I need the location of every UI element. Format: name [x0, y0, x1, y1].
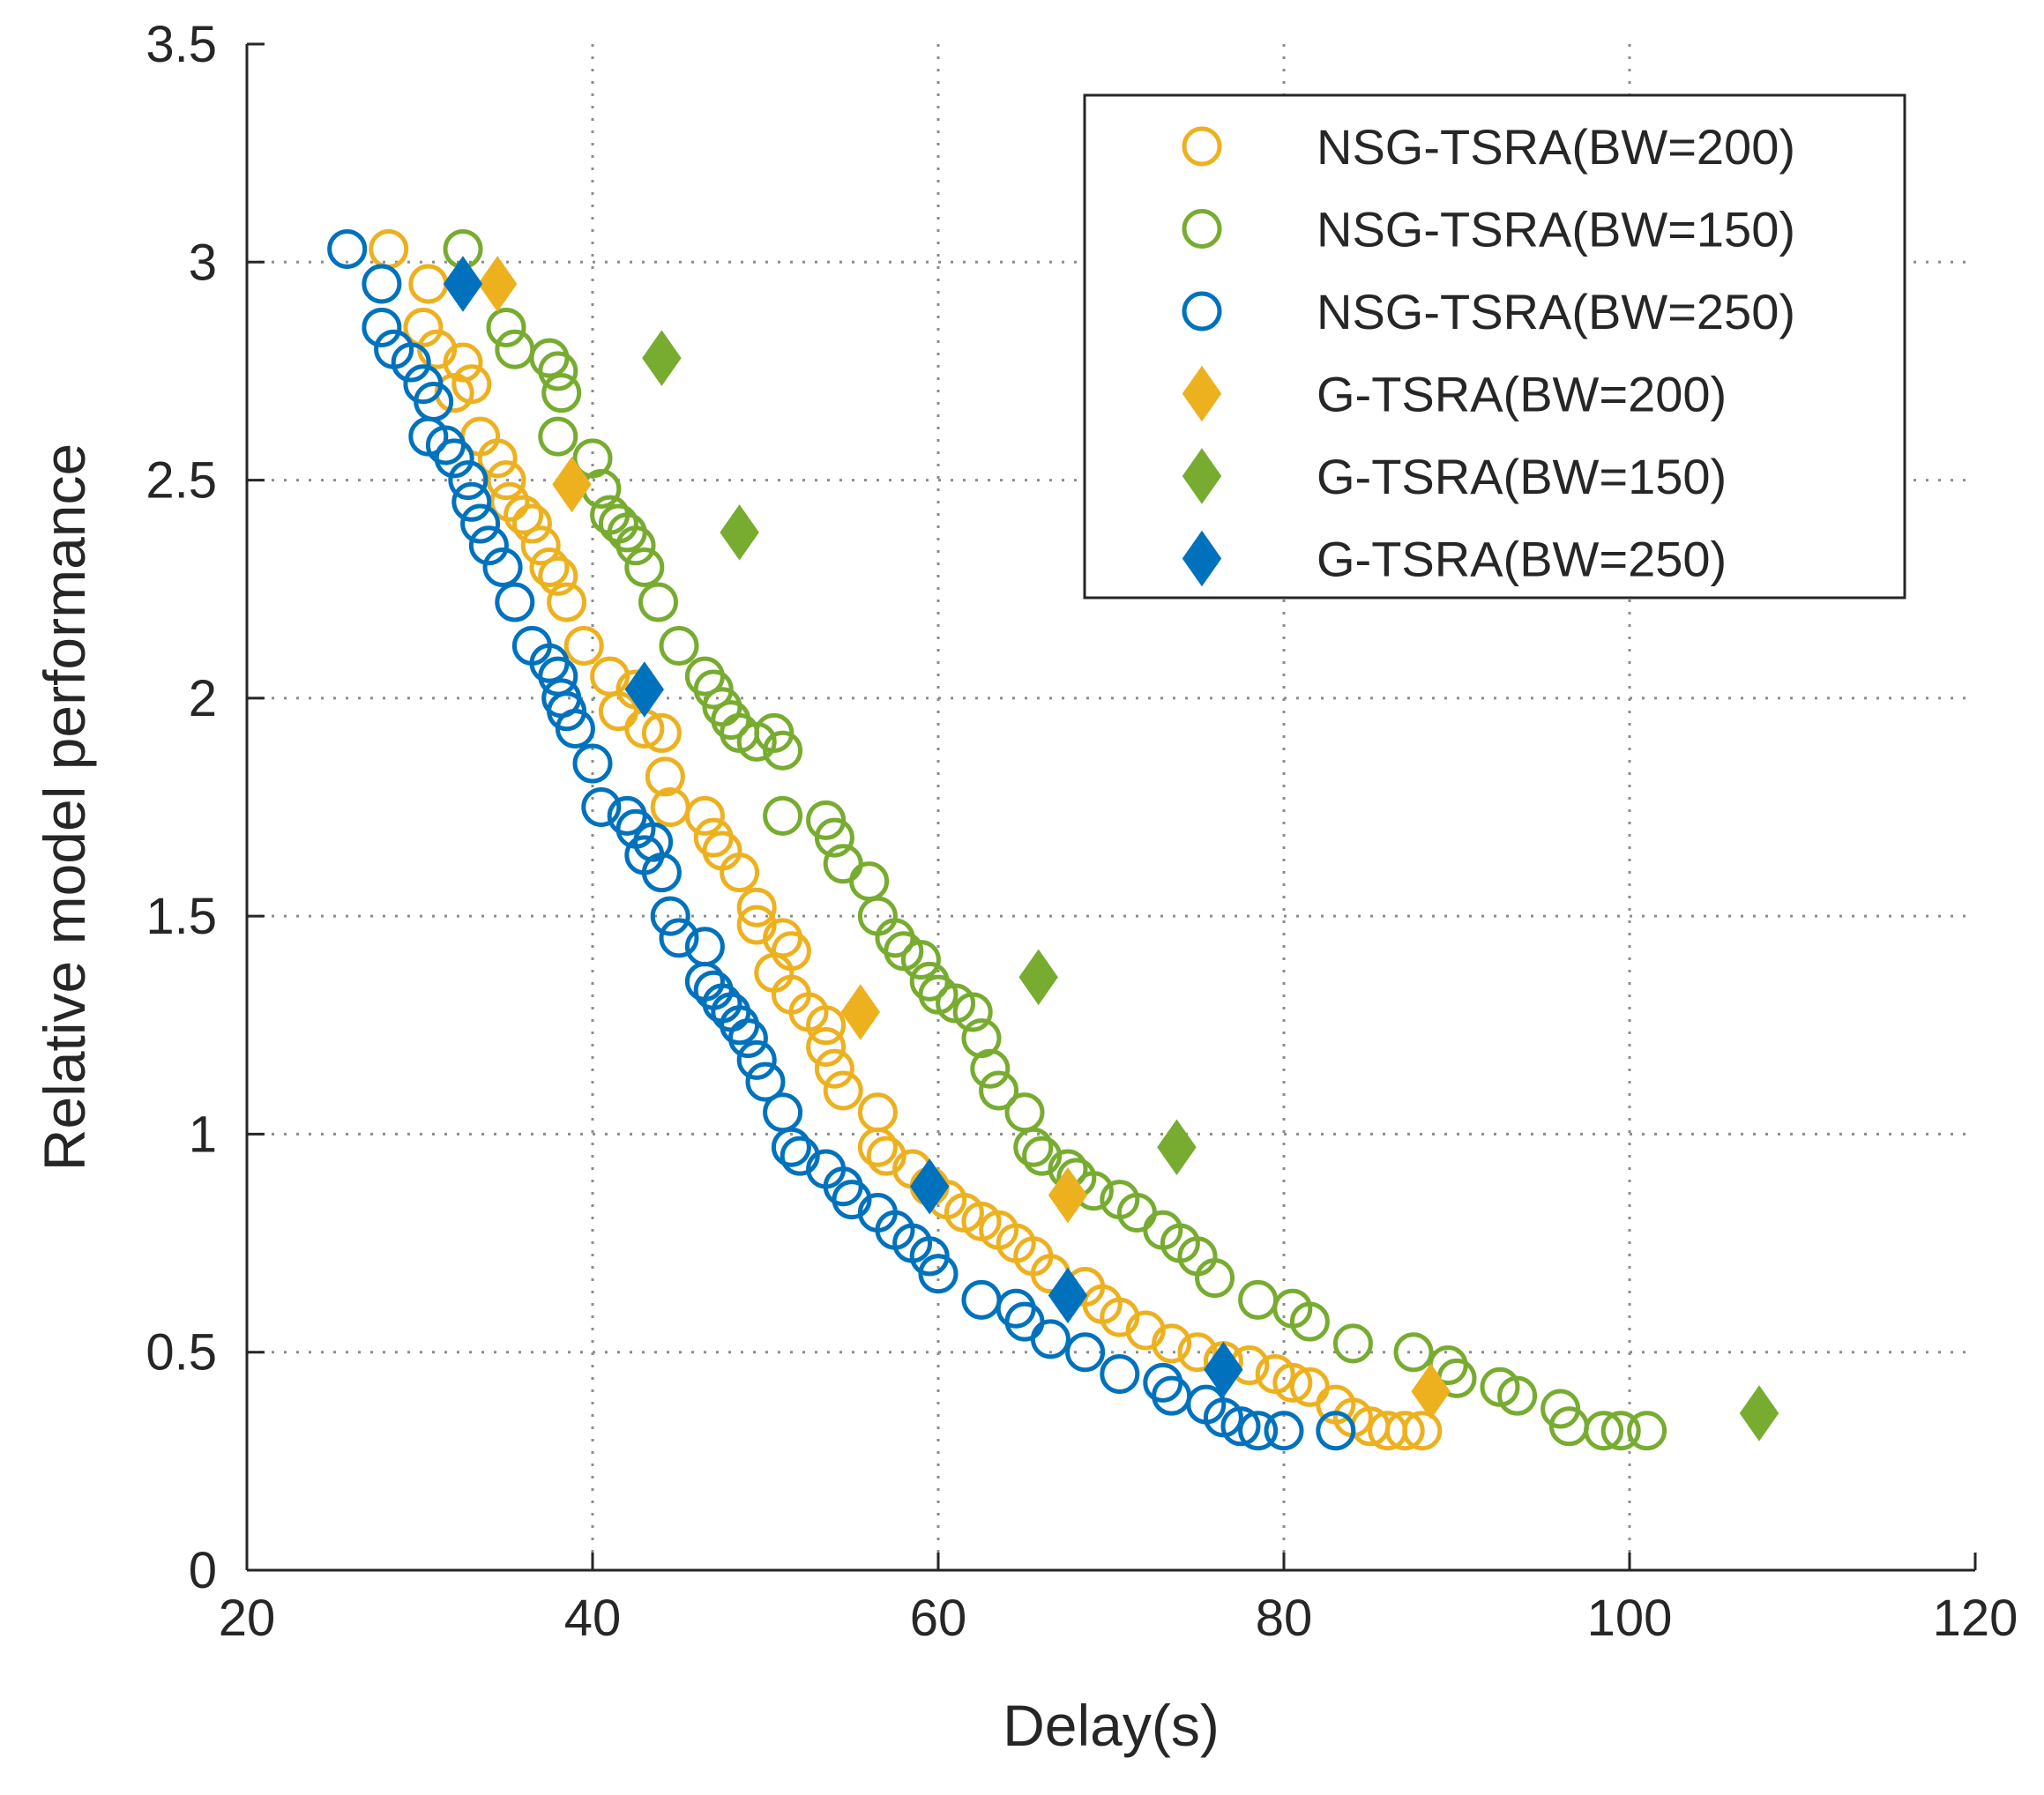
y-tick-label: 3: [189, 234, 217, 291]
y-tick-label: 1.5: [145, 888, 217, 945]
legend-label: G-TSRA(BW=150): [1317, 449, 1727, 504]
y-tick-label: 2.5: [145, 452, 217, 510]
y-tick-label: 2: [189, 670, 217, 727]
y-tick-label: 0: [189, 1542, 217, 1599]
legend-label: NSG-TSRA(BW=200): [1317, 119, 1795, 175]
x-tick-label: 80: [1256, 1590, 1313, 1647]
y-tick-label: 3.5: [145, 16, 217, 73]
legend-label: NSG-TSRA(BW=150): [1317, 202, 1795, 257]
legend-label: G-TSRA(BW=250): [1317, 532, 1727, 587]
x-tick-label: 60: [910, 1590, 967, 1647]
y-axis-label: Relative model performance: [32, 443, 97, 1171]
x-tick-label: 20: [219, 1590, 276, 1647]
x-axis-label: Delay(s): [1003, 1693, 1220, 1758]
y-tick-label: 0.5: [145, 1324, 217, 1382]
legend-label: NSG-TSRA(BW=250): [1317, 284, 1795, 339]
legend-label: G-TSRA(BW=200): [1317, 367, 1727, 422]
x-tick-label: 100: [1587, 1590, 1673, 1647]
legend: NSG-TSRA(BW=200) NSG-TSRA(BW=150) NSG-TSRA…: [1085, 95, 1905, 598]
x-tick-label: 40: [564, 1590, 622, 1647]
y-tick-label: 1: [189, 1106, 217, 1163]
x-tick-label: 120: [1933, 1590, 2018, 1647]
